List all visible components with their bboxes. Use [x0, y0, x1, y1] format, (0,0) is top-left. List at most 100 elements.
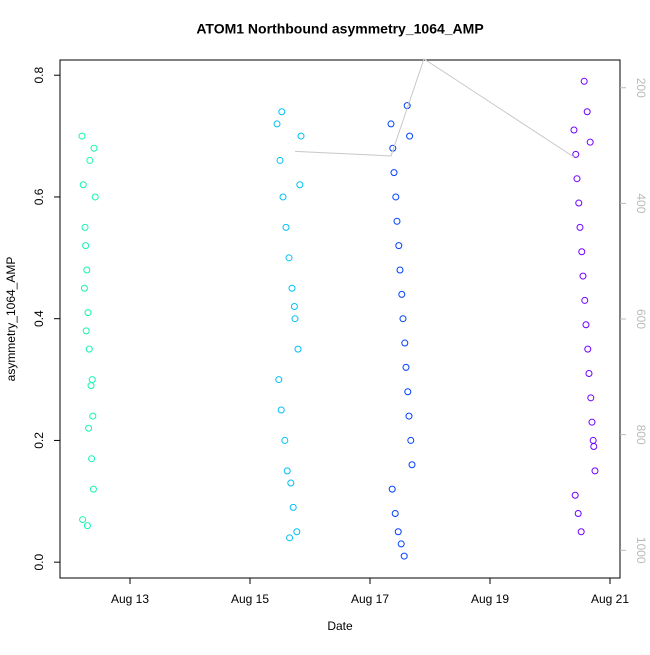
point — [574, 509, 582, 517]
y-tick-label: 0.8 — [32, 67, 46, 84]
point — [85, 345, 93, 353]
point — [89, 485, 97, 493]
point — [587, 394, 595, 402]
point — [90, 144, 98, 152]
point — [391, 509, 399, 517]
plot-frame — [59, 59, 621, 579]
point — [570, 126, 578, 134]
point — [408, 461, 416, 469]
point — [580, 77, 588, 85]
point — [276, 156, 284, 164]
x-tick-label: Aug 21 — [591, 592, 629, 606]
x-tick-label: Aug 17 — [351, 592, 389, 606]
point — [289, 503, 297, 511]
point — [585, 369, 593, 377]
point — [85, 424, 93, 432]
x-axis-label: Date — [327, 619, 353, 633]
point — [291, 315, 299, 323]
point — [398, 290, 406, 298]
point — [579, 272, 587, 280]
point — [81, 223, 89, 231]
y2-tick-label: 1000 — [634, 537, 648, 564]
chart-title: ATOM1 Northbound asymmetry_1064_AMP — [196, 21, 483, 37]
point — [79, 516, 87, 524]
point — [586, 138, 594, 146]
point — [82, 242, 90, 250]
point — [277, 406, 285, 414]
y-tick-label: 0.6 — [32, 188, 46, 205]
point — [287, 479, 295, 487]
line-series — [294, 58, 575, 158]
point — [78, 132, 86, 140]
point — [402, 363, 410, 371]
point — [296, 181, 304, 189]
point — [387, 120, 395, 128]
y2-tick-label: 800 — [634, 425, 648, 445]
point — [407, 436, 415, 444]
point — [588, 418, 596, 426]
point — [288, 284, 296, 292]
point — [575, 199, 583, 207]
point — [88, 376, 96, 384]
point — [290, 303, 298, 311]
point — [88, 455, 96, 463]
point — [80, 284, 88, 292]
point — [285, 254, 293, 262]
point — [390, 169, 398, 177]
point — [83, 266, 91, 274]
point — [582, 321, 590, 329]
y2-tick-label: 400 — [634, 193, 648, 213]
point — [573, 175, 581, 183]
point — [388, 485, 396, 493]
point — [583, 108, 591, 116]
point — [281, 436, 289, 444]
point — [584, 345, 592, 353]
point — [86, 156, 94, 164]
point — [87, 382, 95, 390]
point — [286, 534, 294, 542]
point — [590, 443, 598, 451]
point — [578, 248, 586, 256]
point — [273, 120, 281, 128]
point — [278, 108, 286, 116]
x-tick-label: Aug 13 — [111, 592, 149, 606]
y-tick-label: 0.4 — [32, 310, 46, 327]
point — [279, 193, 287, 201]
point — [293, 528, 301, 536]
point — [89, 412, 97, 420]
point — [394, 528, 402, 536]
point — [79, 181, 87, 189]
y-axis-label: asymmetry_1064_AMP — [4, 257, 18, 382]
point — [84, 309, 92, 317]
point — [282, 223, 290, 231]
point — [572, 150, 580, 158]
point — [397, 540, 405, 548]
point — [83, 522, 91, 530]
point — [401, 339, 409, 347]
point — [395, 242, 403, 250]
point — [82, 327, 90, 335]
x-tick-label: Aug 15 — [231, 592, 269, 606]
point — [404, 388, 412, 396]
point — [589, 436, 597, 444]
point — [297, 132, 305, 140]
point — [294, 345, 302, 353]
point — [406, 132, 414, 140]
point — [591, 467, 599, 475]
point — [91, 193, 99, 201]
x-tick-label: Aug 19 — [471, 592, 509, 606]
point — [400, 552, 408, 560]
point — [393, 217, 401, 225]
y-tick-label: 0.0 — [32, 554, 46, 571]
y2-tick-label: 200 — [634, 78, 648, 98]
point — [396, 266, 404, 274]
point — [576, 223, 584, 231]
point — [275, 376, 283, 384]
y2-tick-label: 600 — [634, 309, 648, 329]
point — [399, 315, 407, 323]
point — [577, 528, 585, 536]
point — [283, 467, 291, 475]
point — [392, 193, 400, 201]
point — [581, 296, 589, 304]
